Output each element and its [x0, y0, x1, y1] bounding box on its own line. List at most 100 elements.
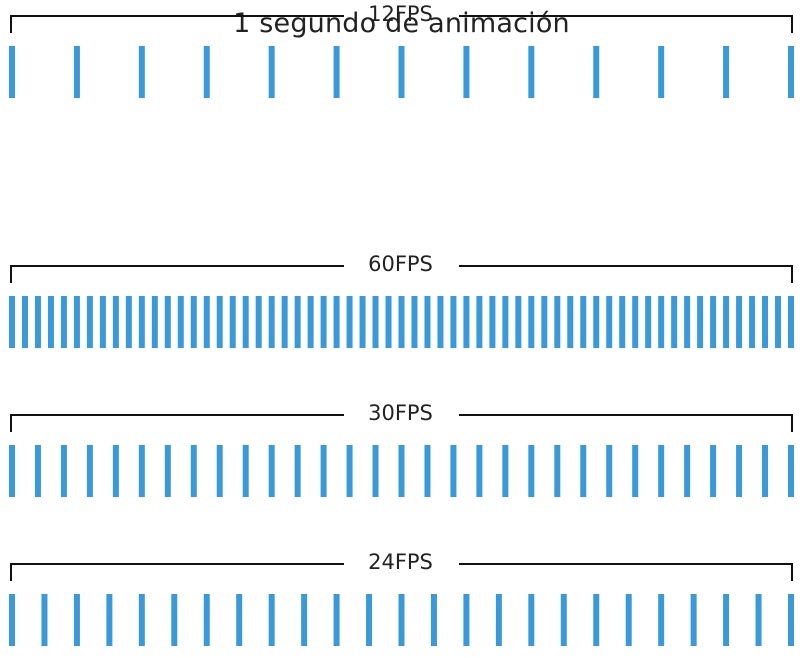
frame-bar: [645, 296, 652, 348]
frame-strip: [0, 296, 803, 348]
frame-bar: [489, 296, 496, 348]
frame-bar: [346, 445, 353, 497]
frame-bar: [632, 296, 639, 348]
frame-bar: [398, 445, 405, 497]
frame-bar: [255, 296, 262, 348]
frame-bar: [502, 296, 509, 348]
frame-bar: [216, 445, 223, 497]
frame-bar: [21, 296, 28, 348]
frame-bar: [788, 296, 794, 348]
frame-bar: [424, 296, 431, 348]
frame-bar: [690, 594, 697, 646]
frame-bar: [301, 594, 308, 646]
frame-bar: [762, 445, 769, 497]
frame-bar: [372, 296, 379, 348]
frame-bar: [366, 594, 373, 646]
frame-bar: [9, 296, 15, 348]
frame-bar: [346, 296, 353, 348]
frame-bar: [229, 296, 236, 348]
frame-bar: [528, 296, 535, 348]
frame-bar: [86, 296, 93, 348]
frame-bar: [515, 296, 522, 348]
frame-bar: [112, 445, 119, 497]
frame-bar: [268, 296, 275, 348]
frame-bar: [242, 445, 249, 497]
frame-bar: [684, 296, 691, 348]
frame-bar: [73, 296, 80, 348]
frame-bar: [125, 296, 132, 348]
diagram-title: 1 segundo de animación: [233, 8, 570, 39]
frame-bar: [138, 46, 145, 98]
frame-bar: [671, 296, 678, 348]
frame-bar: [697, 296, 704, 348]
frame-bar: [236, 594, 243, 646]
frame-bar: [658, 594, 665, 646]
fps-row-12: 12FPS: [0, 0, 803, 110]
fps-row-30: 30FPS: [0, 399, 803, 509]
frame-bar: [112, 296, 119, 348]
frame-bar: [450, 296, 457, 348]
frame-bar: [9, 594, 15, 646]
fps-label: 24FPS: [368, 550, 433, 574]
frame-bar: [60, 296, 67, 348]
frame-bar: [502, 445, 509, 497]
frame-bar: [138, 296, 145, 348]
frame-bar: [554, 445, 561, 497]
frame-bar: [320, 296, 327, 348]
frame-bar: [437, 296, 444, 348]
frame-bar: [495, 594, 502, 646]
frame-bar: [625, 594, 632, 646]
frame-bar: [203, 594, 210, 646]
frame-bar: [560, 594, 567, 646]
frame-bar: [385, 296, 392, 348]
frame-bar: [788, 445, 794, 497]
frame-bar: [463, 594, 470, 646]
frame-bar: [203, 296, 210, 348]
frame-bar: [359, 296, 366, 348]
frame-bars: [9, 296, 794, 348]
frame-bar: [268, 46, 275, 98]
frame-bar: [528, 594, 535, 646]
frame-bar: [593, 296, 600, 348]
frame-bars: [9, 594, 794, 646]
fps-label: 60FPS: [368, 252, 433, 276]
bracket-left: [10, 414, 344, 432]
frame-bar: [177, 296, 184, 348]
frame-bar: [450, 445, 457, 497]
frame-bar: [294, 445, 301, 497]
frame-bar: [47, 296, 54, 348]
frame-bar: [788, 46, 794, 98]
frame-bar: [463, 296, 470, 348]
frame-strip: [0, 445, 803, 497]
frame-bar: [554, 296, 561, 348]
bracket-right: [459, 414, 793, 432]
frame-bar: [294, 296, 301, 348]
bracket-right: [459, 15, 793, 33]
frame-bar: [723, 46, 730, 98]
frame-bar: [736, 445, 743, 497]
frame-bar: [398, 46, 405, 98]
frame-strip: [0, 594, 803, 646]
frame-bar: [476, 445, 483, 497]
frame-bar: [580, 445, 587, 497]
bracket-left: [10, 15, 344, 33]
frame-bar: [463, 46, 470, 98]
frame-bar: [755, 594, 762, 646]
frame-bar: [320, 445, 327, 497]
frame-bar: [723, 296, 730, 348]
bracket-right: [459, 265, 793, 283]
bracket-left: [10, 265, 344, 283]
frame-bar: [424, 445, 431, 497]
fps-row-24: 24FPS: [0, 548, 803, 658]
frame-bar: [788, 594, 794, 646]
frame-bar: [398, 594, 405, 646]
frame-bar: [73, 46, 80, 98]
frame-bar: [710, 296, 717, 348]
frame-bar: [580, 296, 587, 348]
frame-bar: [86, 445, 93, 497]
frame-bar: [203, 46, 210, 98]
frame-bar: [567, 296, 574, 348]
fps-label: 30FPS: [368, 401, 433, 425]
frame-bar: [73, 594, 80, 646]
frame-bar: [528, 46, 535, 98]
